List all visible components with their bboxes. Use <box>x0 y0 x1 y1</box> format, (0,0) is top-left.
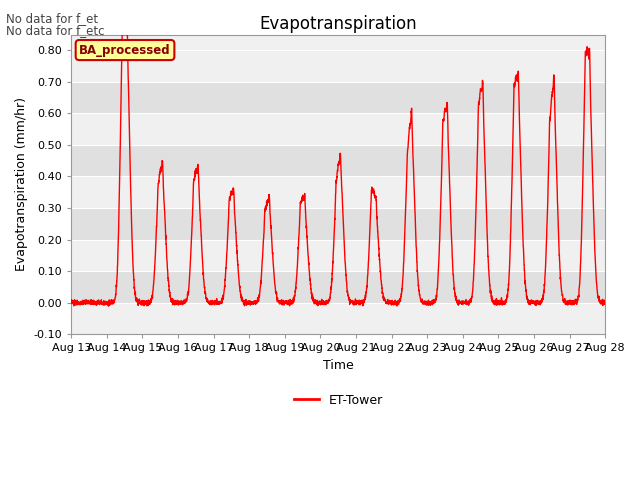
X-axis label: Time: Time <box>323 359 353 372</box>
Bar <box>71 113 605 145</box>
Bar <box>71 50 605 82</box>
Legend: ET-Tower: ET-Tower <box>289 389 388 412</box>
Text: No data for f_etc: No data for f_etc <box>6 24 105 37</box>
Bar <box>71 145 605 177</box>
Bar <box>71 177 605 208</box>
Bar <box>71 82 605 113</box>
Text: BA_processed: BA_processed <box>79 44 171 57</box>
Text: No data for f_et: No data for f_et <box>6 12 99 25</box>
Bar <box>71 208 605 240</box>
Bar <box>71 271 605 302</box>
Y-axis label: Evapotranspiration (mm/hr): Evapotranspiration (mm/hr) <box>15 97 28 271</box>
Bar <box>71 302 605 334</box>
Title: Evapotranspiration: Evapotranspiration <box>259 15 417 33</box>
Bar <box>71 240 605 271</box>
